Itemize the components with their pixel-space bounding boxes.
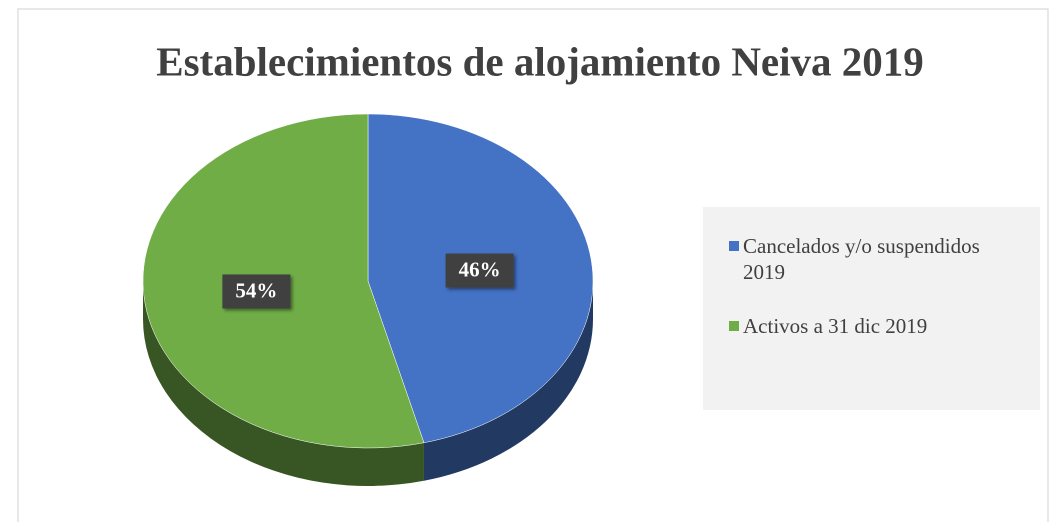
pie: 46% 54% [142,113,594,487]
legend-label: Cancelados y/o suspendidos 2019 [743,234,980,284]
data-label: 46% [459,257,501,281]
legend: Cancelados y/o suspendidos 2019 Activos a… [703,207,1040,410]
data-label-box [222,274,291,309]
slice-side [143,281,424,487]
legend-item: Cancelados y/o suspendidos 2019 [729,233,1026,285]
legend-item: Activos a 31 dic 2019 [729,313,1026,339]
data-label: 54% [235,278,277,302]
slice-side [423,281,593,481]
data-label-box [445,253,514,288]
legend-label: Activos a 31 dic 2019 [743,314,928,338]
chart-title: Establecimientos de alojamiento Neiva 20… [156,38,924,84]
legend-swatch [729,321,739,331]
legend-swatch [729,241,739,251]
chart-border [17,8,1049,522]
